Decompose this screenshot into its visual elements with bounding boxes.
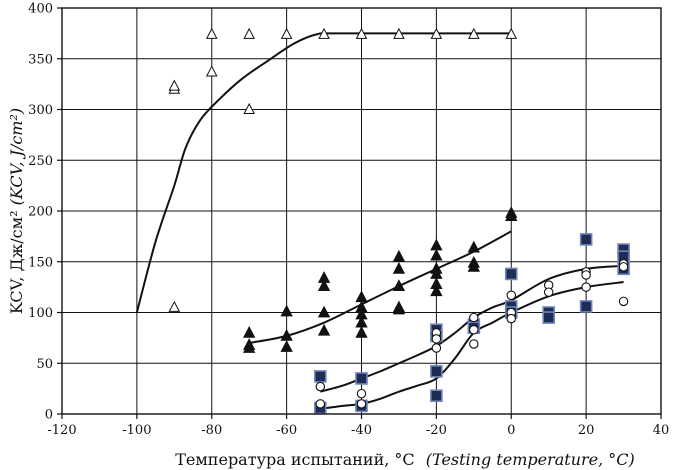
open-circle-point [469, 312, 479, 323]
filled-triangle-point [505, 209, 518, 221]
open-circle-point [315, 381, 326, 392]
open-triangle-point [205, 27, 218, 39]
open-triangle-point [243, 102, 256, 114]
x-tick-label: -80 [201, 423, 222, 438]
y-tick-label: 350 [28, 52, 53, 67]
open-triangle-point [280, 27, 293, 39]
filled-triangle-point [317, 279, 331, 292]
y-tick-label: 150 [28, 255, 53, 270]
open-triangle-point [205, 65, 218, 77]
x-tick-label: 20 [578, 423, 595, 438]
open-triangle-point [393, 27, 405, 39]
y-tick-label: 50 [36, 357, 53, 372]
open-circle-point [431, 334, 442, 344]
open-circle-point [543, 287, 554, 297]
y-tick-labels: 0 50 100 150 200 250 300 350 400 [28, 2, 53, 423]
filled-square-point [579, 300, 593, 313]
y-tick-label: 300 [28, 103, 53, 118]
x-tick-label: -60 [276, 423, 297, 438]
y-tick-label: 250 [28, 154, 53, 169]
filled-triangle-point [280, 340, 293, 352]
x-tick-label: -20 [426, 423, 447, 438]
filled-triangle-point [430, 238, 443, 251]
open-circle-point [356, 399, 367, 409]
y-axis-title: KCV, Дж/см² (KCV, J/cm²) [7, 108, 26, 314]
y-axis-title-ru: KCV, Дж/см² [7, 205, 26, 314]
open-triangle-point [430, 27, 443, 39]
x-tick-label: 0 [507, 423, 515, 438]
filled-triangle-point [243, 341, 256, 353]
open-triangle-point [467, 27, 480, 39]
open-circle-point [618, 296, 629, 307]
filled-square-point [579, 233, 593, 246]
open-triangle-point [243, 27, 256, 39]
x-tick-labels: -120 -100 -80 -60 -40 -20 0 20 40 [47, 423, 669, 438]
filled-square-point [542, 311, 555, 324]
filled-triangle-point [392, 279, 406, 292]
filled-square-point [314, 370, 327, 383]
x-tick-label: -40 [351, 423, 372, 438]
open-circle-point [506, 313, 516, 324]
open-triangle-point [355, 27, 368, 39]
x-axis-title-ru: Температура испытаний, °C [175, 450, 414, 469]
fit-curves [135, 32, 624, 410]
data-points [168, 27, 630, 415]
y-tick-label: 400 [28, 2, 53, 17]
y-tick-label: 200 [28, 205, 53, 220]
open-circle-point [469, 339, 479, 349]
filled-square-point [430, 365, 443, 378]
filled-square-point [355, 372, 368, 385]
filled-triangle-point [392, 249, 406, 262]
grid-lines [57, 7, 662, 419]
filled-triangle-point [430, 284, 443, 297]
open-circle-point [581, 270, 591, 280]
open-circle-point [469, 325, 479, 335]
open-triangle-point [505, 27, 518, 39]
open-triangle-point [168, 300, 181, 312]
open-circle-point [506, 290, 516, 300]
filled-triangle-point [392, 302, 406, 315]
x-axis-title: Температура испытаний, °C (Testing tempe… [175, 450, 635, 469]
filled-triangle-point [355, 290, 368, 303]
filled-triangle-point [317, 323, 331, 336]
filled-triangle-point [430, 248, 443, 261]
y-tick-label: 0 [45, 408, 53, 423]
open-circle-point [431, 343, 442, 353]
trend-curve [135, 32, 512, 313]
open-circle-point [356, 388, 367, 399]
trend-curve [249, 230, 512, 344]
y-axis-title-en: (KCV, J/cm²) [7, 108, 26, 206]
x-tick-label: -100 [122, 423, 151, 438]
open-circle-point [618, 262, 629, 272]
y-tick-label: 100 [28, 306, 53, 321]
open-circle-point [315, 399, 326, 409]
x-axis-title-en: (Testing temperature, °C) [426, 450, 635, 469]
open-triangle-point [318, 27, 330, 39]
filled-triangle-point [467, 259, 480, 272]
x-tick-label: -120 [47, 423, 76, 438]
plot-frame [61, 7, 662, 415]
filled-triangle-point [355, 325, 368, 338]
filled-triangle-point [317, 305, 331, 318]
filled-triangle-point [467, 240, 480, 253]
filled-triangle-point [280, 304, 293, 317]
filled-triangle-point [243, 325, 256, 338]
filled-square-point [430, 389, 443, 403]
filled-triangle-point [392, 261, 406, 274]
x-tick-label: 40 [653, 423, 670, 438]
open-triangle-point [168, 79, 181, 91]
open-circle-point [581, 282, 591, 292]
filled-square-point [504, 267, 518, 281]
